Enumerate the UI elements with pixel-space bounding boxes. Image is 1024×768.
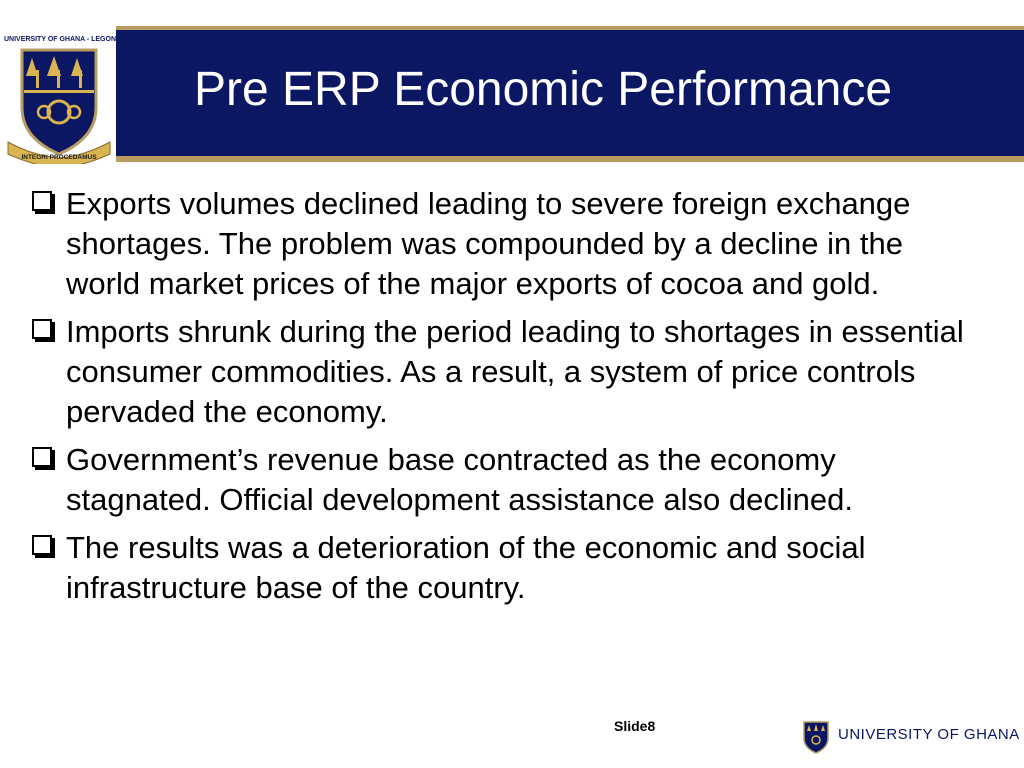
slide-number: Slide8	[614, 718, 656, 734]
bullet-text: The results was a deterioration of the e…	[66, 530, 866, 605]
checkbox-bullet-icon	[32, 319, 52, 339]
bullet-text: Exports volumes declined leading to seve…	[66, 186, 911, 301]
university-crest: UNIVERSITY OF GHANA - LEGON INTEGRI PROC…	[4, 32, 117, 164]
bullet-text: Imports shrunk during the period leading…	[66, 314, 964, 429]
bullet-item: The results was a deterioration of the e…	[32, 528, 982, 608]
crest-caption: UNIVERSITY OF GHANA - LEGON	[4, 36, 117, 43]
header-bar	[116, 30, 1024, 156]
bullet-text: Government’s revenue base contracted as …	[66, 442, 853, 517]
slide-title: Pre ERP Economic Performance	[194, 63, 893, 116]
header-gold-rule-bottom	[116, 156, 1024, 162]
checkbox-bullet-icon	[32, 447, 52, 467]
bullet-item: Government’s revenue base contracted as …	[32, 440, 982, 520]
checkbox-bullet-icon	[32, 535, 52, 555]
footer-crest-icon	[803, 721, 829, 754]
header-gold-rule-top	[116, 26, 1024, 30]
footer-university-name: UNIVERSITY OF GHANA	[838, 726, 1020, 743]
bullet-item: Imports shrunk during the period leading…	[32, 312, 982, 432]
crest-motto: INTEGRI PROCEDAMUS	[21, 154, 97, 161]
bullet-item: Exports volumes declined leading to seve…	[32, 184, 982, 304]
checkbox-bullet-icon	[32, 191, 52, 211]
crest-shield-icon: INTEGRI PROCEDAMUS	[7, 48, 111, 164]
bullet-list: Exports volumes declined leading to seve…	[32, 184, 982, 616]
